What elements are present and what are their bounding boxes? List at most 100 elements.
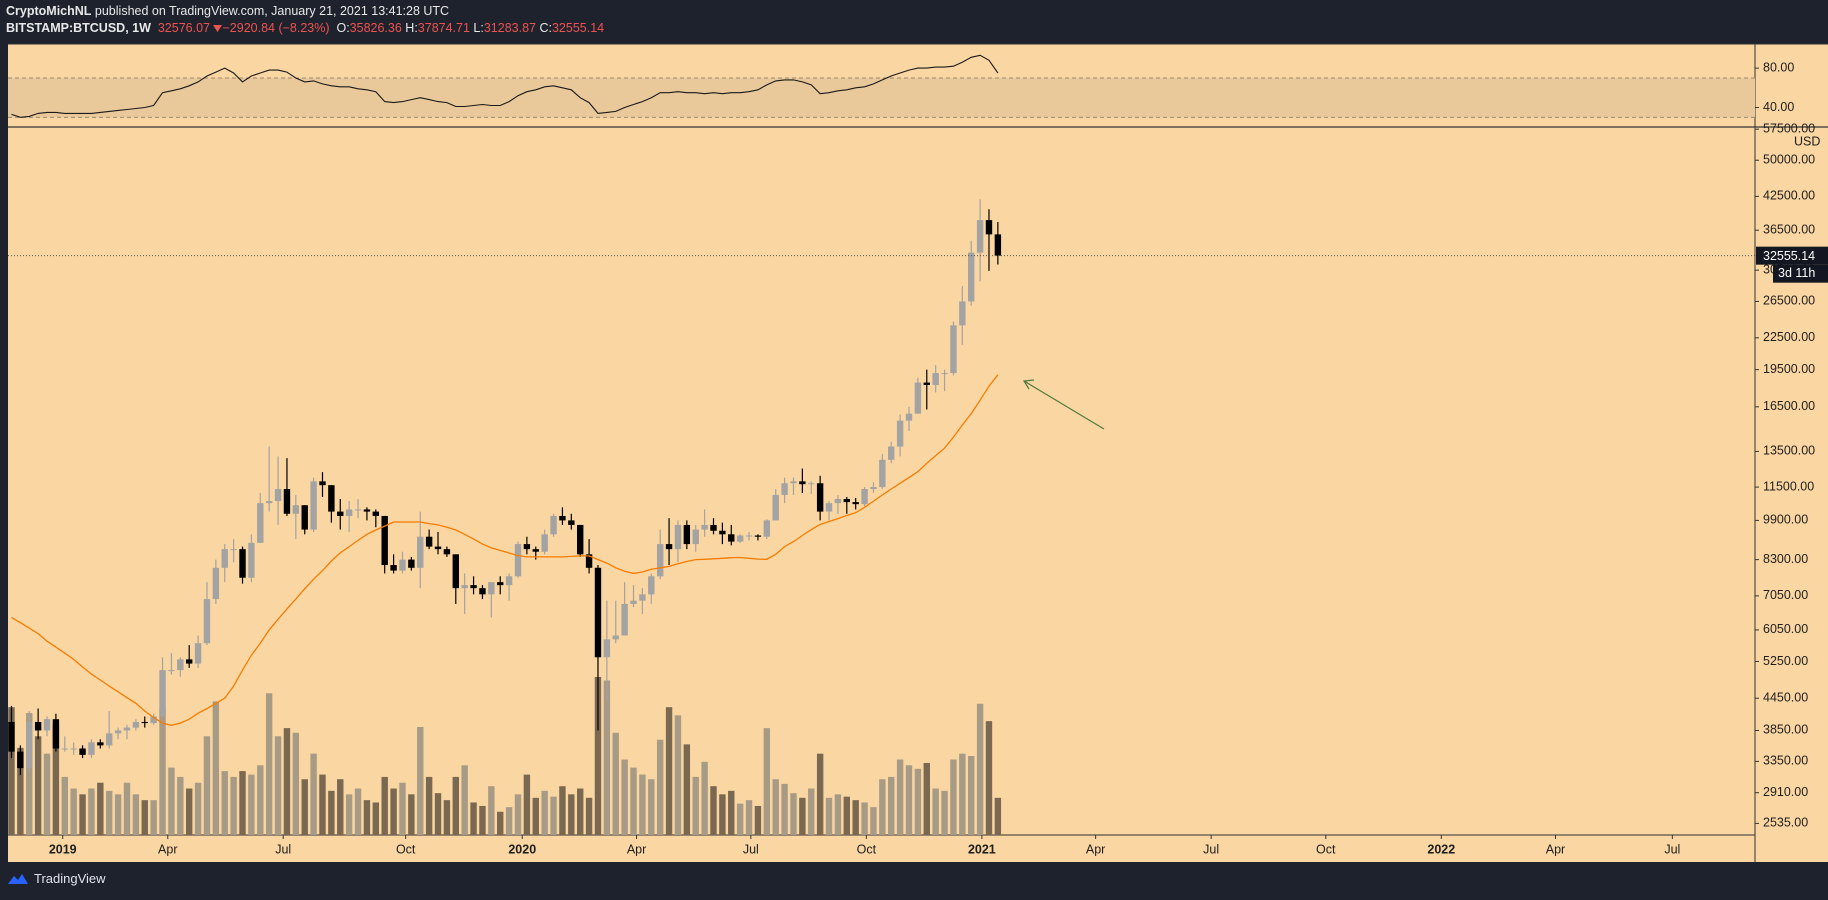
candle-body	[790, 481, 797, 484]
volume-bar	[257, 765, 264, 835]
x-tick-label: Apr	[627, 842, 646, 856]
volume-bar	[363, 800, 371, 835]
volume-bar	[559, 786, 566, 835]
logo	[8, 873, 28, 884]
candle-body	[390, 565, 397, 571]
rsi-line	[11, 54, 999, 118]
volume-bar	[656, 739, 664, 835]
change: −2920.84 (−8.23%)	[222, 21, 330, 35]
y-tick-label: 5250.00	[1763, 654, 1808, 668]
volume-bar	[781, 783, 788, 835]
volume-bar	[79, 794, 86, 835]
volume-bar	[354, 788, 362, 835]
published: published on TradingView.com, January 21…	[94, 4, 450, 18]
candle-body	[505, 576, 513, 586]
candle-body	[683, 524, 691, 545]
candle-body	[150, 716, 157, 724]
volume-bar	[505, 807, 513, 835]
volume-bar	[141, 800, 148, 835]
y-tick-label: 19500.00	[1763, 362, 1815, 376]
volume-bar	[239, 771, 246, 835]
candle-body	[781, 483, 788, 495]
volume-bar	[283, 728, 291, 835]
volume-bar	[301, 779, 308, 835]
y-tick-label: 42500.00	[1763, 189, 1815, 203]
y-tick-label: 8300.00	[1763, 552, 1808, 566]
volume-bar	[976, 703, 984, 835]
volume-bar	[612, 732, 619, 835]
y-tick-label: 9900.00	[1763, 513, 1808, 527]
candle-body	[106, 733, 113, 746]
moving-average	[11, 374, 999, 726]
volume-bar	[52, 724, 60, 835]
candle-body	[203, 599, 211, 644]
volume-bar	[461, 765, 468, 835]
volume-bar	[452, 776, 459, 835]
candle-body	[185, 659, 193, 664]
y-tick-label: 50000.00	[1763, 153, 1815, 167]
volume-bar	[914, 768, 922, 835]
candle-body	[425, 536, 433, 547]
candle-body	[923, 382, 930, 385]
candle-body	[745, 535, 753, 537]
candle-body	[43, 719, 51, 731]
volume-bar	[985, 721, 993, 835]
candle-body	[541, 534, 548, 552]
candle-body	[319, 481, 326, 486]
candle-body	[772, 494, 779, 521]
volume-bar	[97, 782, 104, 835]
brand: TradingView	[34, 871, 106, 886]
volume-bar	[665, 707, 673, 835]
volume-bar	[577, 788, 584, 835]
volume-bar	[177, 776, 184, 835]
volume-bar	[523, 774, 531, 835]
candle-body	[523, 544, 531, 550]
ohlc-label: H:	[405, 21, 418, 35]
y-tick-label: 2910.00	[1763, 785, 1808, 799]
header: CryptoMichNL published on TradingView.co…	[6, 3, 604, 37]
publish-line: CryptoMichNL published on TradingView.co…	[6, 3, 604, 20]
candle-body	[399, 559, 406, 571]
volume-bar	[34, 736, 42, 835]
x-tick-label: 2019	[49, 842, 77, 856]
candle-body	[914, 382, 922, 414]
volume-bar	[17, 747, 24, 835]
volume-bar	[88, 788, 95, 835]
candle-body	[852, 502, 859, 505]
candle-body	[763, 520, 771, 537]
candle-body	[488, 582, 495, 595]
candle-body	[26, 721, 33, 769]
candle-body	[736, 535, 744, 542]
candle-body	[17, 751, 24, 769]
volume-bar	[194, 782, 202, 835]
x-tick-label: Jul	[743, 842, 759, 856]
candle-body	[114, 730, 122, 734]
volume-bar	[497, 811, 504, 835]
y-tick-label: 16500.00	[1763, 399, 1815, 413]
volume-bar	[843, 796, 850, 835]
volume-bar	[728, 790, 735, 835]
volume-bar	[648, 779, 655, 835]
x-tick-label: Oct	[1316, 842, 1336, 856]
volume-bar	[337, 779, 344, 835]
volume-bar	[736, 803, 744, 835]
candle-body	[381, 515, 388, 566]
y-tick-label: 7050.00	[1763, 588, 1808, 602]
candle-body	[701, 524, 708, 530]
candle-body	[79, 748, 86, 755]
last-price-label: 32555.14	[1763, 249, 1815, 263]
volume-bar	[852, 800, 859, 835]
volume-bar	[701, 761, 708, 835]
candle-body	[568, 520, 575, 525]
candle-body	[834, 499, 842, 504]
rsi-band	[8, 77, 1755, 118]
volume-bar	[417, 726, 424, 835]
volume-bar	[888, 776, 895, 835]
candle-body	[808, 483, 815, 485]
y-tick-label: 22500.00	[1763, 330, 1815, 344]
candle-body	[434, 546, 442, 550]
footer: TradingView	[6, 871, 106, 886]
x-tick-label: Oct	[857, 842, 877, 856]
candle-body	[283, 489, 291, 514]
volume-bar	[203, 736, 211, 835]
